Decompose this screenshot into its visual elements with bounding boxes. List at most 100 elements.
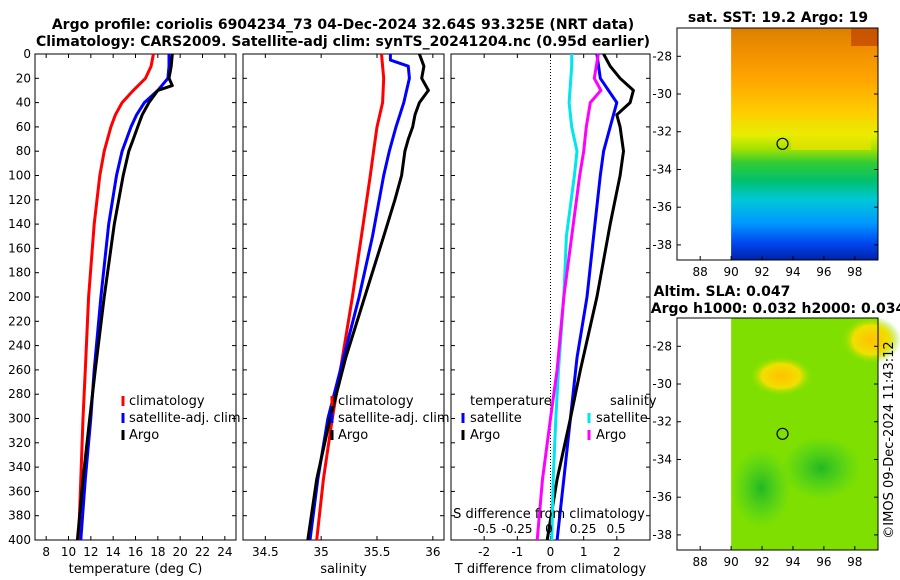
x-tick-label: 22 [195,545,210,559]
y-tick-label: 260 [8,363,31,377]
series-line-argo [75,53,174,541]
x-tick-label: 2 [613,545,621,559]
legend-salinity-header: salinity [610,394,657,409]
top-tick-label: -0.5 [473,522,496,536]
map-y-tick-label: -30 [652,377,672,391]
top-tick-label: -0.25 [501,522,532,536]
map-y-tick-label: -38 [652,238,672,252]
y-tick-label: 340 [8,460,31,474]
y-tick-label: 100 [8,169,31,183]
y-tick-label: 320 [8,436,31,450]
map-y-tick-label: -32 [652,415,672,429]
sla-low-anomaly [731,448,792,528]
y-tick-label: 80 [16,144,31,158]
x-tick-label: 1 [580,545,588,559]
sst-map-panel: 88 90 92 94 96 98 -28 -30 -32 -34 -36 -38 [652,27,879,279]
map-x-tick-label: 98 [847,265,862,279]
x-tick-label: 12 [83,545,98,559]
x-tick-label: 20 [173,545,188,559]
map-x-tick-label: 96 [816,265,831,279]
y-tick-label: 200 [8,290,31,304]
series-line-t-argo [545,53,635,541]
x-tick-label: 24 [217,545,232,559]
map-x-tick-label: 88 [693,555,708,569]
map-x-tick-label: 92 [754,265,769,279]
y-tick-label: 240 [8,339,31,353]
sla-map-title-line1: Altim. SLA: 0.047 [654,284,791,300]
map-x-tick-label: 96 [816,555,831,569]
x-tick-label: -2 [478,545,490,559]
sst-warm-patch [851,28,878,46]
sst-map-title: sat. SST: 19.2 Argo: 19 [688,10,868,26]
series-line-climatology [315,53,386,541]
legend-label-argo: Argo [338,428,368,443]
series-line-argo [306,53,430,541]
legend-label-argo: Argo [129,428,159,443]
map-y-tick-label: -32 [652,125,672,139]
sst-map-frame [676,27,879,261]
legend-temp-label: Argo [470,428,500,443]
x-tick-label: 0 [547,545,555,559]
temperature-panel: 8 10 12 14 16 18 20 22 2402040608010012014016018… [8,47,241,577]
map-x-tick-label: 90 [723,265,738,279]
map-x-tick-label: 94 [785,555,800,569]
y-tick-label: 160 [8,241,31,255]
x-tick-label: 8 [42,545,50,559]
map-x-tick-label: 88 [693,265,708,279]
sla-map-panel: 88 90 92 94 96 98 -28 -30 -32 -34 -36 -38 [652,316,900,569]
x-axis-label: temperature (deg C) [69,562,203,577]
x-tick-label: 34.5 [252,545,279,559]
legend-temp-label: satellite [470,411,522,426]
y-tick-label: 60 [16,120,31,134]
map-y-tick-label: -38 [652,528,672,542]
series-line-s-satellite [550,54,579,541]
legend-sal-label: Argo [596,428,626,443]
x-tick-label: 16 [128,545,143,559]
legend-temperature-header: temperature [470,394,552,409]
x-axis-label: salinity [320,562,367,577]
sla-map-title-line2: Argo h1000: 0.032 h2000: 0.034 [651,301,900,317]
x-tick-label: 10 [61,545,76,559]
figure-title-line1: Argo profile: coriolis 6904234_73 04-Dec… [52,17,634,33]
series-line-satellite-adj-clim [308,54,411,541]
series-line-s-argo [535,53,603,541]
top-tick-label: 0.5 [606,522,625,536]
salinity-panel: 34.5 35 35.5 36 salinity climatology satellite… [242,53,450,577]
map-y-tick-label: -28 [652,49,672,63]
x-tick-label: 35.5 [364,545,391,559]
x-tick-label: 36 [425,545,440,559]
map-y-tick-label: -28 [652,339,672,353]
x-tick-label: 14 [106,545,121,559]
x-tick-label: -1 [511,545,523,559]
temperature-profile-frame [34,53,237,541]
y-tick-label: 220 [8,314,31,328]
map-y-tick-label: -34 [652,452,672,466]
y-tick-label: 140 [8,217,31,231]
sla-map-frame [676,317,879,551]
map-y-tick-label: -36 [652,200,672,214]
top-axis-label: S difference from climatology [453,507,645,522]
argo-position-marker [776,427,789,440]
legend-label-satellite: satellite-adj. clim [129,411,241,426]
y-tick-label: 40 [16,96,31,110]
y-tick-label: 20 [16,71,31,85]
figure-title-line2: Climatology: CARS2009. Satellite-adj cli… [36,34,650,50]
map-y-tick-label: -30 [652,87,672,101]
map-y-tick-label: -36 [652,490,672,504]
x-tick-label: 35 [314,545,329,559]
y-tick-label: 300 [8,412,31,426]
legend-sal-label: satellite [596,411,648,426]
map-x-tick-label: 94 [785,265,800,279]
y-tick-label: 400 [8,533,31,547]
y-tick-label: 380 [8,509,31,523]
map-x-tick-label: 98 [847,555,862,569]
y-tick-label: 120 [8,193,31,207]
y-tick-label: 180 [8,266,31,280]
sla-high-anomaly [841,316,900,364]
y-tick-label: 280 [8,387,31,401]
sla-low-anomaly [781,436,862,500]
map-x-tick-label: 92 [754,555,769,569]
y-tick-label: 360 [8,484,31,498]
legend-label-climatology: climatology [129,394,205,409]
